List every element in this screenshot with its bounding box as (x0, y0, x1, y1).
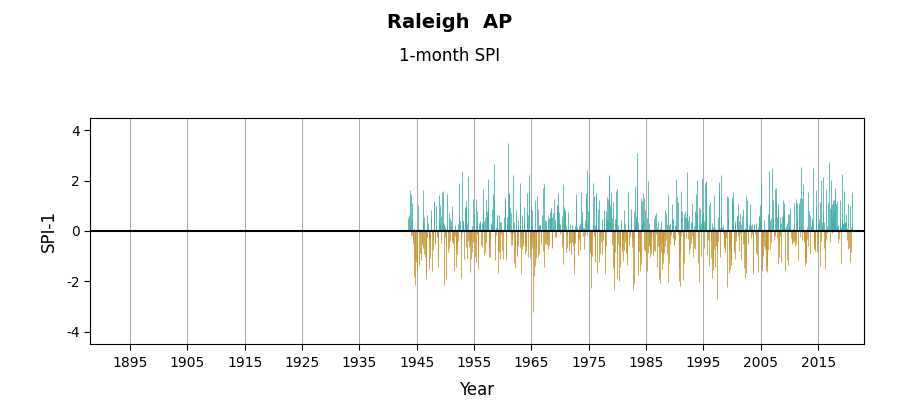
Y-axis label: SPI-1: SPI-1 (40, 210, 58, 252)
X-axis label: Year: Year (459, 381, 495, 399)
Text: 1-month SPI: 1-month SPI (400, 47, 500, 65)
Text: Raleigh  AP: Raleigh AP (387, 13, 513, 32)
